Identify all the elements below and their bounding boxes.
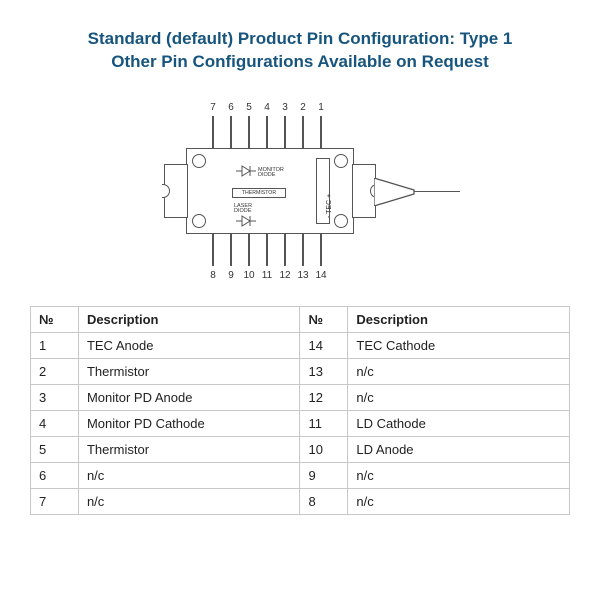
pin-desc: n/c	[348, 384, 570, 410]
pin-label: 14	[315, 270, 327, 281]
table-row: 2Thermistor13n/c	[31, 358, 570, 384]
pin-desc: TEC Anode	[78, 332, 300, 358]
pin	[266, 234, 268, 266]
table-row: 6n/c9n/c	[31, 462, 570, 488]
pin-label: 10	[243, 270, 255, 281]
pin-desc: TEC Cathode	[348, 332, 570, 358]
pin	[266, 116, 268, 148]
pin-label: 13	[297, 270, 309, 281]
pin	[248, 116, 250, 148]
pin	[284, 116, 286, 148]
pin-desc: n/c	[78, 462, 300, 488]
table-row: 5Thermistor10LD Anode	[31, 436, 570, 462]
pin-label: 8	[207, 270, 219, 281]
pin-table: № Description № Description 1TEC Anode14…	[30, 306, 570, 515]
pin	[212, 234, 214, 266]
pin-desc: Monitor PD Anode	[78, 384, 300, 410]
table-header-desc: Description	[78, 306, 300, 332]
table-row: 3Monitor PD Anode12n/c	[31, 384, 570, 410]
pinout-diagram: 7654321 891011121314 - TEC + THERMISTOR …	[140, 92, 460, 292]
fiber-line	[414, 191, 460, 193]
pin-label: 12	[279, 270, 291, 281]
pin-desc: n/c	[348, 462, 570, 488]
pin	[248, 234, 250, 266]
pin	[212, 116, 214, 148]
screw-icon	[334, 154, 348, 168]
thermistor-box: THERMISTOR	[232, 188, 286, 198]
pin-label: 3	[279, 102, 291, 113]
pin-desc: n/c	[78, 488, 300, 514]
pin-num: 4	[31, 410, 79, 436]
pin-num: 12	[300, 384, 348, 410]
pin-desc: n/c	[348, 488, 570, 514]
pin	[230, 116, 232, 148]
tec-label: - TEC +	[326, 194, 333, 218]
pin-desc: Monitor PD Cathode	[78, 410, 300, 436]
pin-desc: LD Cathode	[348, 410, 570, 436]
pin-desc: Thermistor	[78, 436, 300, 462]
pin-label: 6	[225, 102, 237, 113]
pin	[320, 234, 322, 266]
pin-num: 14	[300, 332, 348, 358]
pin-num: 1	[31, 332, 79, 358]
pin	[320, 116, 322, 148]
pin-num: 6	[31, 462, 79, 488]
pin-label: 9	[225, 270, 237, 281]
pin-label: 4	[261, 102, 273, 113]
monitor-diode-label: MONITORDIODE	[258, 168, 284, 179]
pin-label: 11	[261, 270, 273, 281]
pin-label: 7	[207, 102, 219, 113]
pin-desc: LD Anode	[348, 436, 570, 462]
table-row: 7n/c8n/c	[31, 488, 570, 514]
pin-num: 8	[300, 488, 348, 514]
pin-num: 13	[300, 358, 348, 384]
table-header-desc: Description	[348, 306, 570, 332]
screw-icon	[334, 214, 348, 228]
table-header-num: №	[300, 306, 348, 332]
title-line1: Standard (default) Product Pin Configura…	[88, 29, 513, 48]
title-line2: Other Pin Configurations Available on Re…	[111, 52, 489, 71]
screw-icon	[192, 214, 206, 228]
pin-num: 11	[300, 410, 348, 436]
screw-icon	[192, 154, 206, 168]
pin-label: 2	[297, 102, 309, 113]
page-title: Standard (default) Product Pin Configura…	[0, 0, 600, 74]
pin-desc: n/c	[348, 358, 570, 384]
table-row: 4Monitor PD Cathode11LD Cathode	[31, 410, 570, 436]
pin-num: 10	[300, 436, 348, 462]
pin	[302, 116, 304, 148]
pin-label: 1	[315, 102, 327, 113]
pin-num: 7	[31, 488, 79, 514]
pin-desc: Thermistor	[78, 358, 300, 384]
pin-num: 9	[300, 462, 348, 488]
table-row: 1TEC Anode14TEC Cathode	[31, 332, 570, 358]
pin-num: 5	[31, 436, 79, 462]
pin-num: 2	[31, 358, 79, 384]
pin	[302, 234, 304, 266]
pin-num: 3	[31, 384, 79, 410]
laser-diode-icon	[236, 214, 256, 228]
pin-label: 5	[243, 102, 255, 113]
pin	[230, 234, 232, 266]
pin	[284, 234, 286, 266]
table-header-num: №	[31, 306, 79, 332]
monitor-diode-icon	[236, 164, 256, 178]
